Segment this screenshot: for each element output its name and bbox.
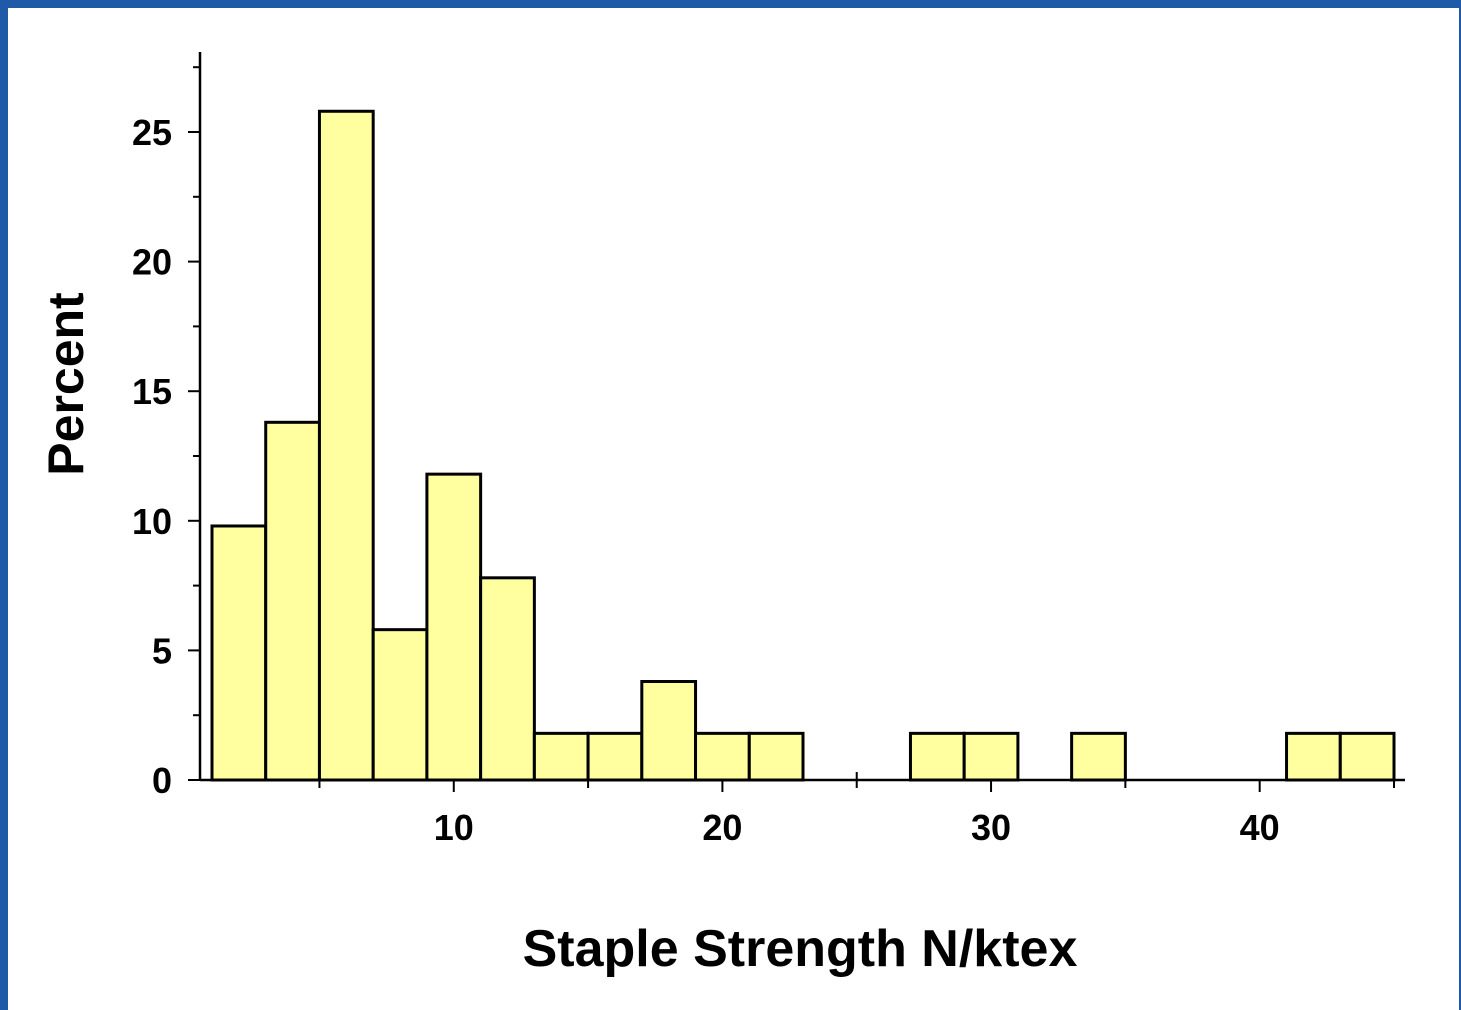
histogram-bar	[425, 472, 483, 782]
chart-background	[8, 8, 1459, 1010]
histogram-bar	[317, 109, 375, 782]
bars-group	[210, 109, 1396, 782]
histogram-bar	[264, 420, 321, 782]
histogram-bar	[1338, 731, 1396, 782]
histogram-bar	[479, 576, 536, 782]
y-tick-label: 10	[132, 501, 172, 542]
histogram-bar	[962, 731, 1020, 782]
x-tick-label: 40	[1240, 807, 1280, 848]
y-tick-label: 15	[132, 371, 172, 412]
x-tick-label: 10	[434, 807, 474, 848]
x-tick-label: 20	[702, 807, 742, 848]
histogram-bar	[1285, 731, 1342, 782]
axes-group: 0 5 10 15 20 25 10 20 30 40	[132, 52, 1405, 848]
histogram-bar	[586, 731, 644, 782]
y-tick-label: 5	[152, 630, 172, 671]
histogram-bar	[532, 731, 590, 782]
y-tick-label: 25	[132, 112, 172, 153]
x-axis-label: Staple Strength N/ktex	[523, 920, 1078, 978]
histogram-bar	[908, 731, 966, 782]
y-tick-label: 20	[132, 242, 172, 283]
histogram-bar	[747, 731, 805, 782]
histogram-bar	[640, 680, 698, 782]
histogram-bar	[210, 524, 268, 782]
axis-labels-group: Staple Strength N/ktex Percent	[38, 292, 1077, 978]
histogram-bar	[694, 731, 751, 782]
y-tick-label: 0	[152, 760, 172, 801]
x-tick-label: 30	[971, 807, 1011, 848]
histogram-bar	[371, 628, 429, 782]
histogram-bar	[1070, 731, 1127, 782]
y-axis-label: Percent	[38, 292, 94, 476]
